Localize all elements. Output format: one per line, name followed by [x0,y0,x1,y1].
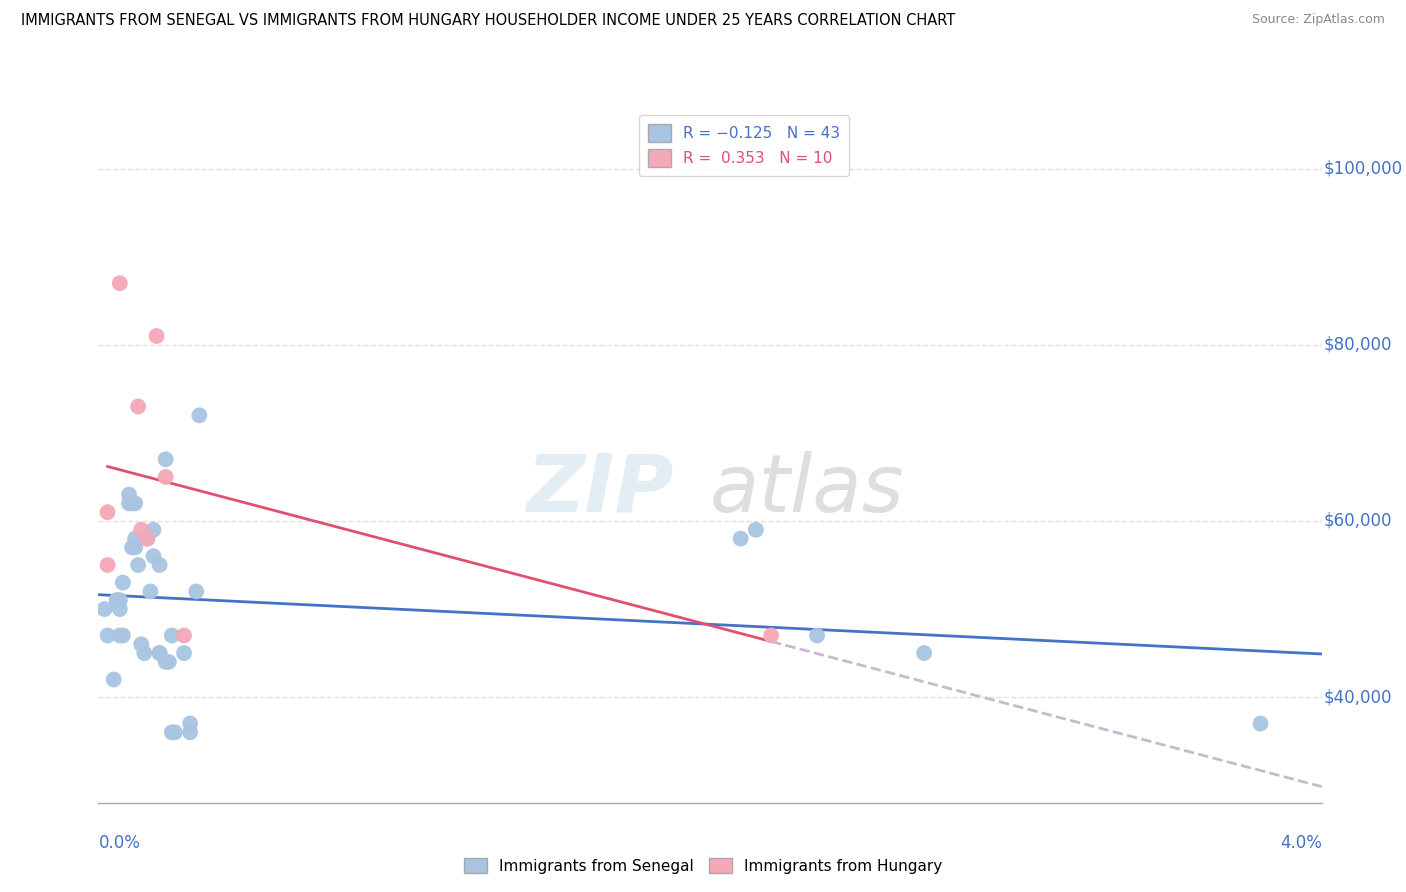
Point [163,725,186,739]
Point [111,628,134,642]
Point [124,541,146,555]
Point [155,470,177,484]
Point [179,725,201,739]
Point [730,532,752,546]
Point [149,646,172,660]
Text: atlas: atlas [710,450,905,529]
Point [108,276,131,290]
Point [142,549,165,564]
Point [173,646,195,660]
Point [745,523,768,537]
Point [155,655,177,669]
Text: 4.0%: 4.0% [1279,834,1322,852]
Point [124,532,146,546]
Point [759,628,782,642]
Point [145,329,167,343]
Point [179,716,201,731]
Point [105,593,128,607]
Point [806,628,828,642]
Point [105,593,128,607]
Point [121,496,143,510]
Point [160,725,183,739]
Point [136,532,159,546]
Point [118,496,141,510]
Point [157,655,180,669]
Text: Source: ZipAtlas.com: Source: ZipAtlas.com [1251,13,1385,27]
Point [173,628,195,642]
Legend: Immigrants from Senegal, Immigrants from Hungary: Immigrants from Senegal, Immigrants from… [457,852,949,880]
Point [149,558,172,572]
Point [127,558,149,572]
Point [108,593,131,607]
Point [142,523,165,537]
Point [188,409,211,423]
Point [1249,716,1271,731]
Point [97,505,120,519]
Point [127,400,149,414]
Text: 0.0%: 0.0% [98,834,141,852]
Point [134,646,156,660]
Point [103,673,125,687]
Point [124,496,146,510]
Point [912,646,935,660]
Text: $60,000: $60,000 [1324,512,1392,530]
Text: $100,000: $100,000 [1324,160,1403,178]
Point [118,487,141,501]
Point [149,646,172,660]
Point [139,584,162,599]
Text: ZIP: ZIP [526,450,673,529]
Point [136,532,159,546]
Point [129,637,152,651]
Point [93,602,115,616]
Point [108,628,131,642]
Text: $80,000: $80,000 [1324,335,1392,354]
Point [97,628,120,642]
Point [186,584,208,599]
Point [121,541,143,555]
Point [97,558,120,572]
Point [108,602,131,616]
Point [155,452,177,467]
Text: $40,000: $40,000 [1324,688,1392,706]
Legend: R = −0.125   N = 43, R =  0.353   N = 10: R = −0.125 N = 43, R = 0.353 N = 10 [638,115,849,177]
Text: IMMIGRANTS FROM SENEGAL VS IMMIGRANTS FROM HUNGARY HOUSEHOLDER INCOME UNDER 25 Y: IMMIGRANTS FROM SENEGAL VS IMMIGRANTS FR… [21,13,955,29]
Point [129,523,152,537]
Point [160,628,183,642]
Point [111,575,134,590]
